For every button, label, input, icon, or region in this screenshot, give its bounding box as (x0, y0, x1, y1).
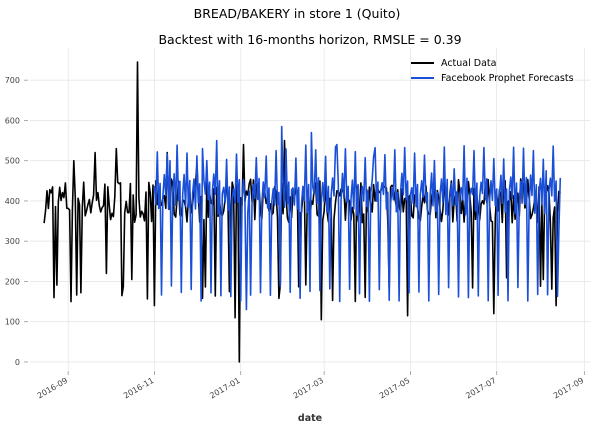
x-tick-label: 2016-09 (36, 376, 69, 401)
y-axis-ticks: 0 100 200 300 400 500 600 700 (5, 76, 28, 367)
x-tick-label: 2017-09 (552, 376, 585, 401)
series-line-actual (43, 61, 561, 363)
legend: Actual Data Facebook Prophet Forecasts (411, 58, 574, 84)
series-line-forecast (153, 125, 562, 311)
x-tick-label: 2017-03 (292, 376, 325, 401)
y-tick-label: 300 (5, 237, 20, 246)
x-tick-label: 2017-07 (464, 376, 497, 401)
legend-label-actual: Actual Data (441, 58, 496, 69)
series-layer (43, 61, 562, 363)
x-tick-label: 2017-05 (378, 376, 411, 401)
x-tick-label: 2016-11 (122, 376, 155, 401)
chart-title: Backtest with 16-months horizon, RMSLE =… (158, 32, 461, 47)
x-tick-label: 2017-01 (208, 376, 241, 401)
y-tick-label: 700 (5, 76, 20, 85)
x-axis-label: date (298, 413, 322, 424)
x-axis-ticks: 2016-09 2016-11 2017-01 2017-03 2017-05 2017-… (36, 371, 585, 401)
y-tick-label: 200 (5, 277, 20, 286)
y-tick-label: 500 (5, 157, 20, 166)
y-tick-label: 600 (5, 116, 20, 125)
y-tick-label: 0 (15, 358, 20, 367)
legend-label-forecast: Facebook Prophet Forecasts (441, 73, 574, 84)
chart-suptitle: BREAD/BAKERY in store 1 (Quito) (194, 6, 401, 21)
y-tick-label: 100 (5, 318, 20, 327)
y-tick-label: 400 (5, 197, 20, 206)
